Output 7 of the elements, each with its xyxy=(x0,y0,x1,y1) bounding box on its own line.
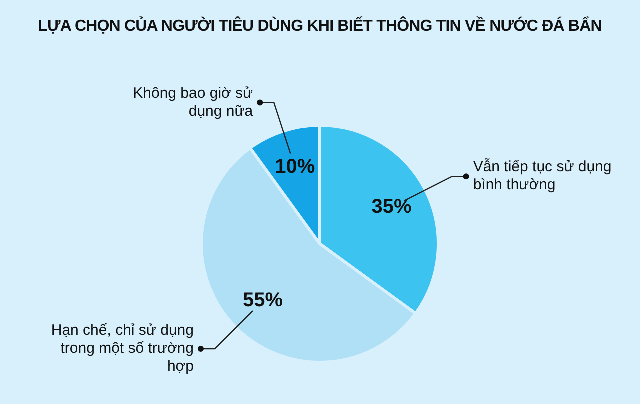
data-label: 35% xyxy=(372,196,412,218)
slice-label: Không bao giờ sử dụng nữa xyxy=(133,84,254,120)
chart-title: LỰA CHỌN CỦA NGƯỜI TIÊU DÙNG KHI BIẾT THÔNG TIN VỀ NƯỚC ĐÁ BẨN xyxy=(37,16,603,37)
slice-label: Hạn chế, chỉ sử dụng trong một số trường hợp xyxy=(51,322,194,376)
slice-label: Vẫn tiếp tục sử dụng bình thường xyxy=(473,158,612,194)
data-label: 55% xyxy=(243,289,284,312)
data-label: 10% xyxy=(275,156,316,178)
